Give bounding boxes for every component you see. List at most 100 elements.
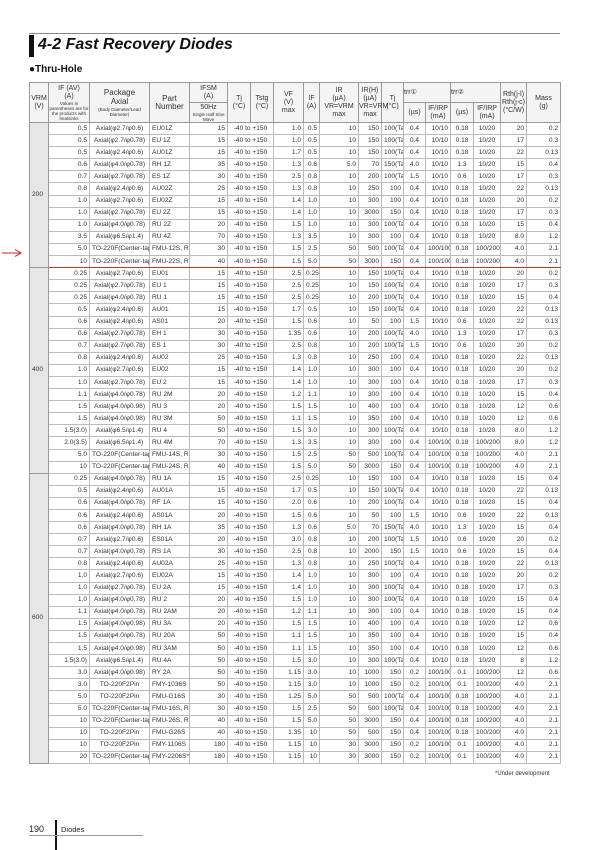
cell-trr2: 0.18 (450, 267, 475, 281)
cell-ifsm: 50 (189, 412, 228, 426)
cell-tj-tstg: -40 to +150 (227, 363, 274, 377)
table-row: 0.7 Axial(φ2.7/φ0.78) ES 1Z 30 -40 to +150 2.… (30, 170, 562, 184)
cell-vf: 1.5 (273, 242, 304, 257)
cell-part-number: FMU-G16S (149, 690, 190, 704)
cell-if-irp1: 10/10 (424, 424, 452, 438)
cell-vf: 1.7 (273, 484, 304, 498)
cell-tj-tstg: -40 to +150 (227, 424, 274, 438)
cell-trr1: 1.5 (403, 170, 426, 184)
cell-tj-tstg: -40 to +150 (227, 375, 274, 390)
cell-irh: 500 (358, 448, 382, 462)
cell-vf-if: 0.25 (303, 472, 320, 486)
cell-trr2: 0.18 (450, 460, 475, 474)
cell-irh: 200 (358, 533, 382, 547)
cell-part-number: AU02 (149, 351, 190, 365)
cell-if-av: 1.5 (48, 617, 90, 631)
cell-ifsm: 50 (189, 424, 228, 438)
cell-vf: 1.3 (273, 436, 304, 450)
cell-trr1: 0.4 (403, 496, 426, 511)
cell-irh: 350 (358, 412, 382, 426)
cell-trr1: 0.4 (403, 218, 426, 232)
cell-ifsm: 15 (189, 194, 228, 208)
cell-trr1: 0.4 (403, 617, 426, 631)
cell-rth: 4.0 (500, 448, 528, 462)
cell-vf: 2.5 (273, 170, 304, 184)
cell-ir: 5.0 (319, 158, 359, 172)
footer-section: Diodes (61, 825, 85, 834)
cell-tj-tstg: -40 to +150 (227, 134, 274, 148)
cell-trr2: 0.18 (450, 702, 475, 716)
cell-rth: 15 (500, 629, 528, 644)
cell-mass: 2.1 (526, 242, 562, 257)
cell-irh: 300 (358, 218, 382, 232)
cell-ir: 50 (319, 690, 359, 704)
cell-tj: 100 (381, 629, 404, 644)
cell-mass: 2.1 (526, 714, 562, 728)
cell-if-irp2: 10/20 (473, 617, 502, 631)
cell-if-av: 1.0 (48, 569, 90, 583)
header-ifsm-50hz: 50Hz Single Half Sine Wave (189, 102, 228, 123)
cell-vf-if: 0.5 (303, 484, 320, 498)
cell-tj-tstg: -40 to +150 (227, 182, 274, 196)
cell-part-number: EU 2 (149, 375, 190, 390)
cell-irh: 300 (358, 605, 382, 619)
cell-irh: 500 (358, 690, 382, 704)
cell-irh: 300 (358, 388, 382, 402)
cell-trr1: 1.5 (403, 339, 426, 353)
cell-trr2: 0.18 (450, 351, 475, 365)
table-row: 1.0 Axial(φ4.0/φ0.78) RU 2Z 20 -40 to +150 1.… (30, 218, 562, 232)
cell-ifsm: 30 (189, 327, 228, 341)
cell-if-irp2: 10/20 (473, 279, 502, 293)
cell-mass: 0.13 (526, 484, 562, 498)
cell-if-irp1: 100/100 (424, 678, 452, 692)
cell-rth: 20 (500, 533, 528, 547)
cell-ir: 10 (319, 617, 359, 631)
cell-trr1: 1.5 (403, 533, 426, 547)
cell-if-irp1: 10/10 (424, 363, 452, 377)
cell-part-number: ES 1Z (149, 170, 190, 184)
cell-tj-tstg: -40 to +150 (227, 569, 274, 583)
cell-vf: 2.5 (273, 545, 304, 559)
cell-package: TO-220F2Pin (89, 738, 150, 752)
cell-if-irp2: 100/200 (473, 702, 502, 716)
cell-ir: 10 (319, 666, 359, 680)
cell-if-irp2: 10/20 (473, 581, 502, 595)
cell-irh: 300 (358, 593, 382, 607)
cell-vf: 1.3 (273, 557, 304, 571)
cell-trr2: 0.18 (450, 557, 475, 571)
table-row: 0.5 Axial(φ2.7/φ0.78) EU 1Z 15 -40 to +150 1.… (30, 134, 562, 148)
cell-irh: 150 (358, 146, 382, 160)
cell-if-irp1: 10/10 (424, 339, 452, 353)
cell-package: Axial(φ6.5/φ1.4) (89, 654, 150, 668)
cell-if-av: 20 (48, 750, 90, 764)
cell-irh: 400 (358, 400, 382, 414)
cell-vf: 1.15 (273, 678, 304, 692)
cell-vf: 1.4 (273, 581, 304, 595)
cell-trr1: 0.4 (403, 375, 426, 390)
cell-vf-if: 0.6 (303, 508, 320, 523)
cell-mass: 2.1 (526, 448, 562, 462)
cell-vf-if: 0.8 (303, 557, 320, 571)
cell-ir: 10 (319, 496, 359, 511)
cell-mass: 0.4 (526, 545, 562, 559)
cell-trr1: 0.4 (403, 569, 426, 583)
cell-vf: 1.5 (273, 593, 304, 607)
cell-vf: 1.1 (273, 412, 304, 426)
table-row: 10 TO-220F(Center-tap) FMU-26S, R 40 -40 to … (30, 714, 562, 728)
cell-tj-tstg: -40 to +150 (227, 291, 274, 305)
cell-vf: 1.4 (273, 375, 304, 390)
cell-part-number: RU 4Z (149, 230, 190, 244)
cell-part-number: FMY-1036S (149, 678, 190, 692)
cell-if-av: 0.6 (48, 327, 90, 341)
cell-trr2: 0.18 (450, 400, 475, 414)
cell-vf-if: 1.0 (303, 569, 320, 583)
cell-tj-tstg: -40 to +150 (227, 388, 274, 402)
cell-trr2: 0.1 (450, 738, 475, 752)
cell-if-av: 0.8 (48, 557, 90, 571)
cell-if-irp1: 10/10 (424, 158, 452, 172)
cell-trr2: 0.6 (450, 315, 475, 329)
cell-package: Axial(φ2.4/φ0.6) (89, 557, 150, 571)
cell-if-irp1: 10/10 (424, 206, 452, 220)
table-row: 1.5(3.0) Axial(φ6.5/φ1.4) RU 4 50 -40 to +15… (30, 424, 562, 438)
cell-tj: 100(Ta) (381, 279, 404, 293)
